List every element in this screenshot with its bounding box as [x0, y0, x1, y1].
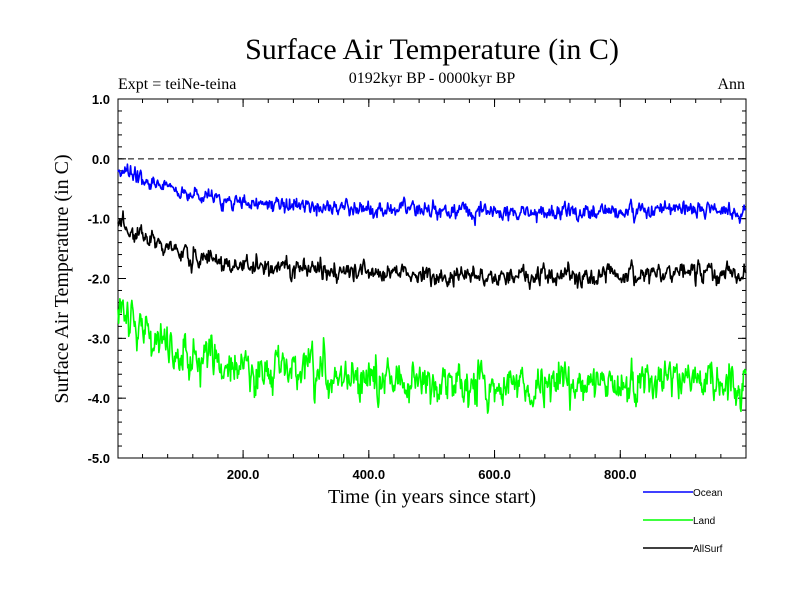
axis-ticks: 1.0 0.0 -1.0 -2.0 -3.0 -4.0 -5.0 200.0 400.0 600.…	[88, 92, 746, 482]
y-tick-label: -4.0	[88, 391, 110, 406]
chart-subtitle: 0192kyr BP - 0000kyr BP	[349, 70, 516, 87]
y-tick-label: -1.0	[88, 212, 110, 227]
chart-title: Surface Air Temperature (in C)	[245, 33, 619, 66]
y-axis-label: Surface Air Temperature (in C)	[51, 154, 73, 403]
y-tick-label: -3.0	[88, 331, 110, 346]
x-tick-label: 200.0	[227, 467, 260, 482]
y-tick-label: -2.0	[88, 272, 110, 287]
legend: Ocean Land AllSurf	[643, 488, 723, 555]
legend-label-land: Land	[693, 516, 715, 527]
legend-label-ocean: Ocean	[693, 488, 722, 499]
x-tick-label: 400.0	[353, 467, 386, 482]
series-line-land	[117, 298, 747, 414]
period-label: Ann	[717, 76, 745, 93]
x-tick-label: 800.0	[604, 467, 637, 482]
x-tick-label: 600.0	[478, 467, 511, 482]
y-tick-label: -5.0	[88, 451, 110, 466]
experiment-label: Expt = teiNe-teina	[118, 76, 236, 93]
y-tick-label: 1.0	[92, 92, 110, 107]
series-layer	[117, 163, 747, 414]
series-line-allsurf	[117, 210, 747, 290]
plot-area: 1.0 0.0 -1.0 -2.0 -3.0 -4.0 -5.0 200.0 400.0 600.…	[88, 92, 747, 482]
y-tick-label: 0.0	[92, 152, 110, 167]
series-line-ocean	[117, 163, 747, 227]
legend-label-allsurf: AllSurf	[693, 544, 723, 555]
x-axis-label: Time (in years since start)	[328, 486, 536, 508]
